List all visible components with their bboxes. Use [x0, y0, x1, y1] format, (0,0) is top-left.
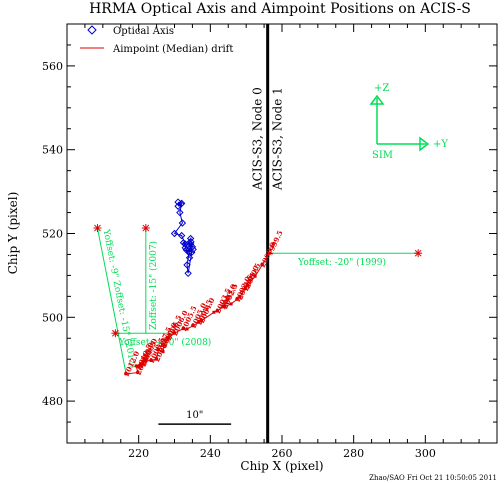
aimpoint-drift-point	[216, 309, 219, 313]
aimpoint-drift-point	[142, 359, 146, 363]
sim-origin-label: SIM	[372, 150, 393, 161]
aimpoint-drift-point	[197, 320, 201, 324]
sim-z-arrowhead	[369, 94, 385, 105]
sim-z-label: +Z	[374, 83, 389, 94]
sim-axes: +Z +Y SIM	[369, 83, 448, 161]
x-axis-label: Chip X (pixel)	[240, 459, 323, 473]
chart-title: HRMA Optical Axis and Aimpoint Positions…	[89, 1, 471, 17]
axes: 220 240 260 280 300 480 500 520 540 560	[42, 23, 498, 460]
aimpoint-drift-point	[166, 336, 170, 340]
legend-diamond-shape	[87, 25, 97, 35]
x-tick-label: 220	[128, 447, 149, 460]
offset-marker-2-d2	[142, 224, 150, 232]
aimpoint-drift-point	[149, 358, 153, 362]
node1-label: ACIS-S3, Node 1	[271, 87, 285, 191]
aimpoint-drift-point	[155, 357, 159, 361]
aimpoint-drift-point	[199, 319, 203, 323]
optical-axis-point	[187, 248, 196, 257]
optical-axis-point	[176, 208, 184, 217]
offset-label-2008: Yoffset: +10" (2008)	[118, 337, 211, 348]
offset-marker-3-d2	[112, 329, 119, 337]
optical-axis-point	[185, 254, 194, 262]
legend-optical-axis-label: Optical Axis	[113, 26, 174, 37]
aimpoint-drift-point	[235, 297, 239, 301]
optical-axis-point	[170, 229, 179, 238]
aimpoint-drift-point	[238, 295, 242, 299]
optical-axis-point	[183, 261, 191, 269]
optical-axis-point	[187, 238, 195, 246]
optical-axis-point	[179, 239, 188, 247]
x-tick-label: 260	[272, 447, 293, 460]
optical-axis-point	[181, 244, 189, 252]
optical-axis-series	[170, 198, 197, 278]
offset-marker-1-d2	[94, 224, 101, 232]
y-tick-label: 520	[42, 228, 63, 241]
aimpoint-drift-point	[124, 372, 128, 376]
aimpoint-drift-point	[161, 350, 165, 354]
optical-axis-point	[181, 240, 189, 248]
node0-label: ACIS-S3, Node 0	[251, 87, 265, 191]
y-tick-label: 540	[42, 144, 63, 157]
offset-marker-0-d2	[414, 249, 422, 257]
offset-label-1999: Yoffset: -20" (1999)	[297, 257, 386, 268]
aimpoint-drift-point	[229, 302, 233, 306]
footer-credit: Zhao/SAO Fri Oct 21 10:50:05 2011	[369, 474, 497, 482]
x-tick-label: 240	[200, 447, 221, 460]
offset-label-2007: Zoffset: -15" (2007)	[148, 241, 159, 330]
optical-axis-point	[182, 246, 191, 254]
optical-axis-point	[177, 199, 186, 208]
optical-axis-point	[184, 269, 192, 278]
aimpoint-drift-point	[212, 310, 216, 314]
aimpoint-drift-point	[185, 327, 189, 331]
x-tick-label: 280	[343, 447, 364, 460]
aimpoint-drift-point	[156, 348, 160, 352]
aimpoint-drift-point	[173, 331, 176, 335]
aimpoint-drift-point	[221, 305, 225, 309]
legend-drift-label: Aimpoint (Median) drift	[112, 44, 233, 55]
x-tick-label: 300	[415, 447, 436, 460]
aimpoint-drift-point	[144, 359, 148, 363]
aimpoint-drift-point	[191, 324, 195, 328]
aimpoint-drift-point	[137, 365, 141, 369]
aimpoint-drift-point	[245, 284, 249, 288]
optical-axis-point	[177, 231, 186, 240]
aimpoint-drift-point	[134, 364, 138, 368]
aimpoint-drift-point	[138, 363, 142, 367]
y-tick-label: 500	[42, 311, 63, 324]
scale-bar: 10"	[158, 410, 232, 425]
aimpoint-drift-point	[141, 362, 145, 366]
scale-bar-label: 10"	[186, 410, 203, 421]
y-axis-label: Chip Y (pixel)	[6, 192, 20, 275]
aimpoint-drift-point	[267, 251, 271, 255]
y-tick-label: 480	[42, 395, 63, 408]
aimpoint-drift-point	[223, 304, 227, 308]
aimpoint-drift-point	[136, 371, 140, 375]
y-tick-label: 560	[42, 60, 63, 73]
optical-axis-point	[186, 240, 195, 248]
legend: Optical Axis Aimpoint (Median) drift	[80, 25, 233, 55]
aimpoint-drift-point	[243, 286, 247, 290]
legend-diamond-marker	[87, 25, 97, 35]
offset-line-2012	[96, 227, 127, 374]
aimpoint-drift-point	[260, 263, 264, 267]
optical-axis-point	[178, 219, 187, 227]
optical-axis-point	[174, 198, 182, 206]
aimpoint-drift-point	[162, 343, 166, 347]
aimpoint-year-label: 2000.0	[258, 241, 278, 269]
aimpoint-drift-point	[181, 327, 185, 331]
sim-y-arrowhead	[419, 136, 430, 152]
aimpoint-drift-point	[253, 274, 257, 278]
sim-y-label: +Y	[433, 139, 448, 150]
